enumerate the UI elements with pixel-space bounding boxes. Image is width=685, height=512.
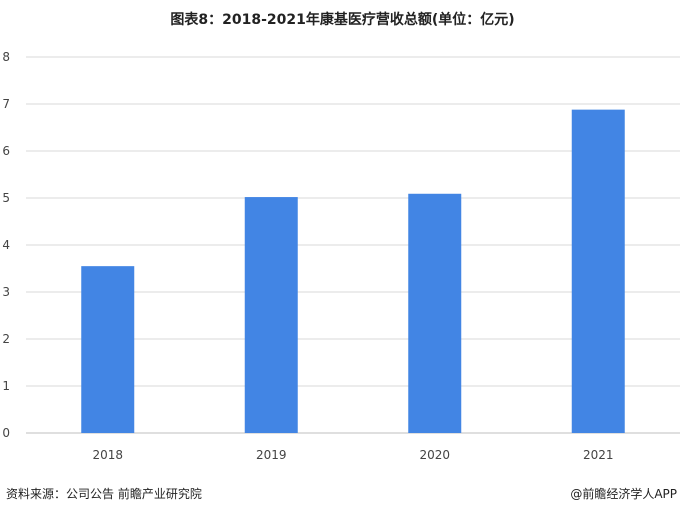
x-tick-label: 2019	[256, 448, 287, 462]
bar-2021	[571, 109, 625, 433]
x-tick-label: 2018	[92, 448, 123, 462]
x-tick-label: 2021	[583, 448, 614, 462]
bar-2020	[408, 193, 462, 433]
chart-title: 图表8：2018-2021年康基医疗营收总额(单位：亿元)	[170, 12, 515, 28]
y-tick-label: 3	[2, 285, 10, 299]
bars	[81, 109, 625, 433]
y-tick-label: 5	[2, 191, 10, 205]
y-tick-label: 1	[2, 379, 10, 393]
brand-credit: @前瞻经济学人APP	[570, 487, 677, 501]
gridlines	[26, 56, 680, 434]
bar-2019	[244, 197, 298, 433]
y-tick-label: 0	[2, 426, 10, 440]
y-tick-label: 2	[2, 332, 10, 346]
x-tick-label: 2020	[419, 448, 450, 462]
y-tick-label: 7	[2, 97, 10, 111]
y-tick-label: 8	[2, 50, 10, 64]
y-axis-ticks: 0 1 2 3 4 5 6 7 8	[2, 50, 10, 440]
x-axis-ticks: 2018 2019 2020 2021	[92, 448, 613, 462]
source-note: 资料来源：公司公告 前瞻产业研究院	[6, 487, 202, 501]
y-tick-label: 6	[2, 144, 10, 158]
y-tick-label: 4	[2, 238, 10, 252]
bar-2018	[81, 266, 135, 433]
